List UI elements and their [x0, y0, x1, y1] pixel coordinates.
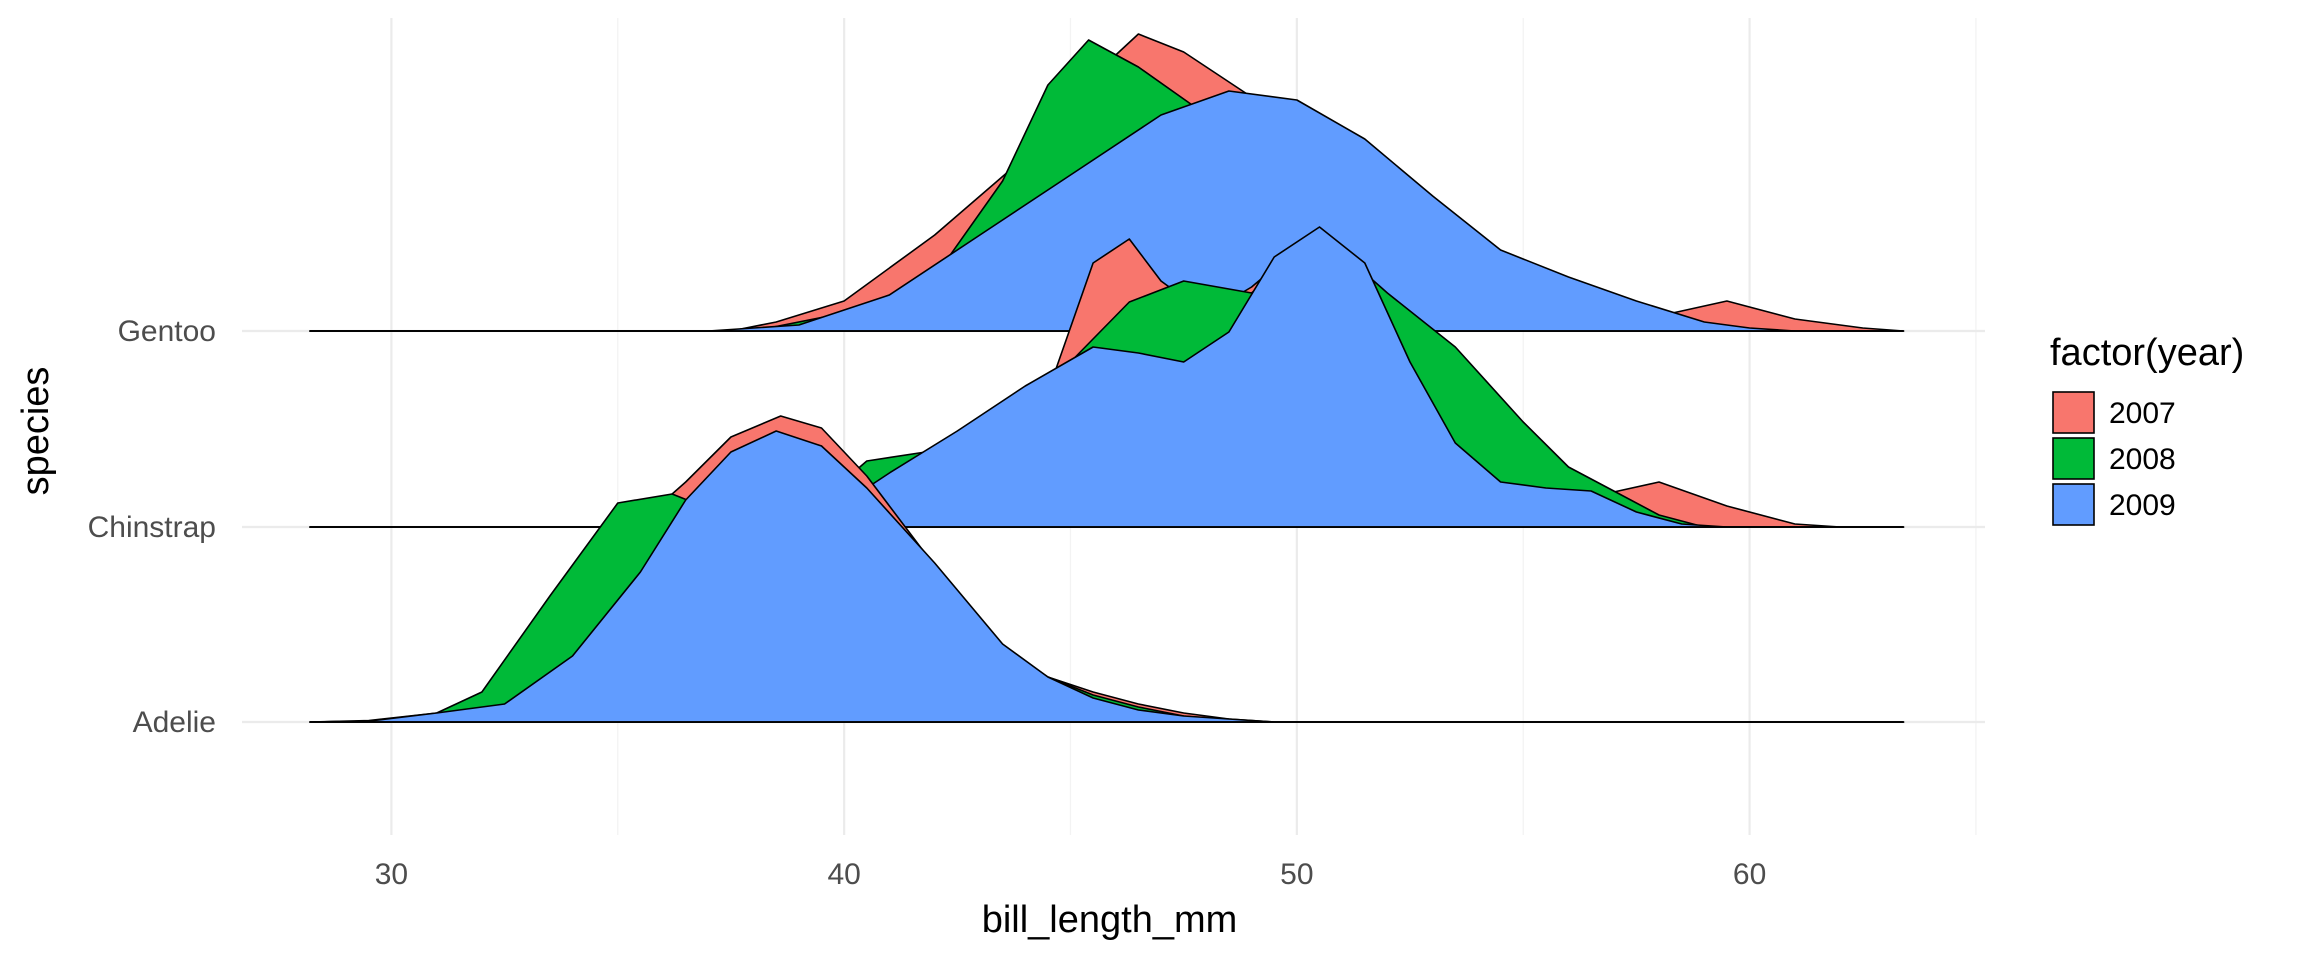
ridge-gentoo-2009	[309, 90, 1905, 332]
x-tick-label: 40	[827, 858, 860, 891]
legend-label-2007: 2007	[2109, 397, 2176, 430]
ridge-chinstrap-2009	[309, 226, 1905, 528]
ridge-adelie-2009	[309, 430, 1905, 723]
legend-swatch-2008	[2052, 437, 2095, 480]
density-ridges	[309, 33, 1905, 723]
legend-items: 2007 2008 2009	[2052, 391, 2176, 526]
x-tick-label: 60	[1733, 858, 1766, 891]
legend: factor(year) 2007 2008 2009	[2050, 332, 2244, 526]
x-tick-label: 50	[1280, 858, 1313, 891]
legend-swatch-2007	[2052, 391, 2095, 434]
x-tick-label: 30	[375, 858, 408, 891]
y-tick-label-chinstrap: Chinstrap	[88, 511, 216, 544]
legend-swatch-2009	[2052, 483, 2095, 526]
y-axis-title: species	[15, 367, 57, 496]
y-tick-label-gentoo: Gentoo	[118, 315, 216, 348]
x-axis-tick-labels: 30 40 50 60	[375, 858, 1767, 891]
legend-label-2009: 2009	[2109, 489, 2176, 522]
legend-title: factor(year)	[2050, 332, 2244, 374]
y-axis-tick-labels: Adelie Chinstrap Gentoo	[88, 315, 216, 739]
legend-label-2008: 2008	[2109, 443, 2176, 476]
x-axis-title: bill_length_mm	[982, 899, 1238, 941]
y-tick-label-adelie: Adelie	[133, 706, 216, 739]
